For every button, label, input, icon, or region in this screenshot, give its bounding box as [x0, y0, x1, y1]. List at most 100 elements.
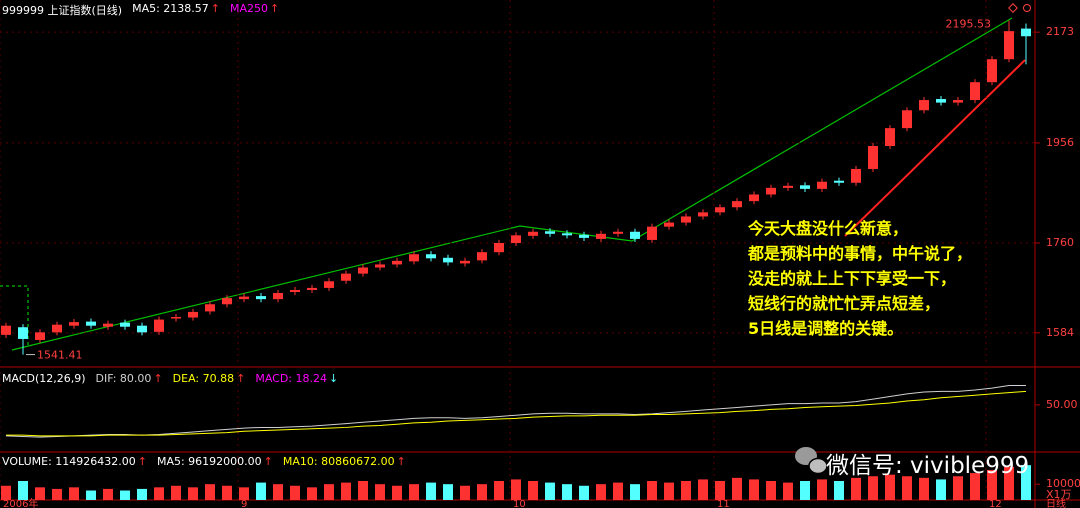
legend-entry: DIF: 80.00 [96, 372, 163, 385]
chart-title: 999999 上证指数(日线) [2, 4, 123, 17]
candle-body [1021, 28, 1031, 37]
candle-body [35, 332, 45, 340]
volume-bar [375, 484, 385, 500]
chart-title: MACD(12,26,9) [2, 372, 86, 385]
volume-bar [205, 484, 215, 500]
candle-body [324, 281, 334, 288]
volume-bar [358, 481, 368, 500]
candle-body [494, 242, 504, 253]
candle-body [341, 273, 351, 281]
volume-bar [936, 479, 946, 500]
volume-bar [953, 476, 963, 500]
annotation-line: 短线行的就忙忙弄点短差， [748, 294, 941, 313]
candle-body [273, 293, 283, 300]
candle-body [375, 264, 385, 268]
volume-bar [885, 474, 895, 500]
candle-body [256, 296, 266, 300]
volume-bar [1004, 466, 1014, 500]
candle-body [460, 260, 470, 264]
candle-body [766, 187, 776, 195]
candle-body [715, 207, 725, 213]
volume-bar [783, 482, 793, 500]
volume-bar [817, 479, 827, 500]
candle-body [528, 231, 538, 236]
candle-body [681, 216, 691, 223]
volume-bar [188, 487, 198, 500]
candle-body [970, 82, 980, 101]
candle-body [154, 319, 164, 332]
volume-bar [290, 485, 300, 500]
volume-bar [681, 481, 691, 500]
volume-bar [800, 481, 810, 500]
volume-bar [341, 482, 351, 500]
candle-body [953, 100, 963, 103]
candle-body [545, 231, 555, 234]
volume-bar [987, 469, 997, 500]
volume-bar [562, 484, 572, 500]
annotation-line: 5日线是调整的关键。 [748, 319, 904, 338]
candle-body [69, 322, 79, 326]
volume-bar [1021, 465, 1031, 500]
legend-entry: MA5: 2138.57 [132, 2, 220, 18]
annotation-line: 今天大盘没什么新意， [748, 219, 909, 238]
volume-bar [834, 481, 844, 500]
volume-bar [749, 479, 759, 500]
high-label: 2195.53 [946, 18, 992, 31]
volume-bar [511, 479, 521, 500]
candle-body [1004, 31, 1014, 60]
x-tick-label: 2006年 [3, 497, 38, 508]
candle-body [443, 257, 453, 263]
volume-bar [35, 487, 45, 500]
candle-body [783, 185, 793, 188]
volume-bar [902, 476, 912, 500]
volume-bar [528, 481, 538, 500]
candle-body [358, 267, 368, 274]
volume-bar [324, 484, 334, 500]
volume-bar [596, 484, 606, 500]
candle-body [902, 110, 912, 129]
volume-bar [613, 482, 623, 500]
macd-header: MACD(12,26,9) DIF: 80.00 DEA: 70.88 MACD… [2, 372, 338, 385]
candle-body [86, 321, 96, 326]
y-tick-label: 50.00 [1046, 398, 1078, 411]
volume-bar [443, 484, 453, 500]
candle-body [613, 231, 623, 234]
x-tick-label: 12 [989, 499, 1002, 508]
candle-body [698, 212, 708, 217]
y-tick-label: 2173 [1046, 25, 1074, 38]
candle-body [868, 146, 878, 169]
candle-body [749, 194, 759, 202]
volume-bar [919, 477, 929, 500]
x-tick-label: 10 [513, 499, 526, 508]
price-header: 999999 上证指数(日线) MA5: 2138.57 MA250 [2, 2, 279, 18]
y-tick-label: 1760 [1046, 236, 1074, 249]
candle-body [596, 233, 606, 239]
candle-body [664, 222, 674, 227]
legend-entry: DEA: 70.88 [173, 372, 246, 385]
candle-body [630, 231, 640, 239]
period-label: 日线 [1046, 497, 1066, 508]
volume-bar [970, 473, 980, 500]
macd-line [5, 385, 1026, 438]
candle-body [579, 234, 589, 238]
legend-entry: MA250 [230, 2, 279, 18]
watermark: 微信号: vivible999 [826, 453, 1030, 479]
volume-bar [137, 488, 147, 500]
y-tick-label: 1584 [1046, 326, 1074, 339]
unit-label: X1万 [1046, 488, 1072, 501]
volume-bar [851, 477, 861, 500]
candle-body [919, 100, 929, 111]
volume-bar [477, 484, 487, 500]
candle-body [409, 254, 419, 262]
volume-bar [392, 485, 402, 500]
volume-bar [664, 482, 674, 500]
candle-body [511, 235, 521, 243]
annotation: 今天大盘没什么新意， 都是预料中的事情，中午说了， 没走的就上上下下享受一下， … [748, 216, 972, 341]
candle-body [205, 304, 215, 312]
volume-header: VOLUME: 114926432.00 MA5: 96192000.00 MA… [2, 455, 406, 468]
candle-body [239, 296, 249, 300]
volume-bar [579, 485, 589, 500]
low-label: 1541.41 [37, 349, 83, 362]
candle-body [562, 233, 572, 236]
